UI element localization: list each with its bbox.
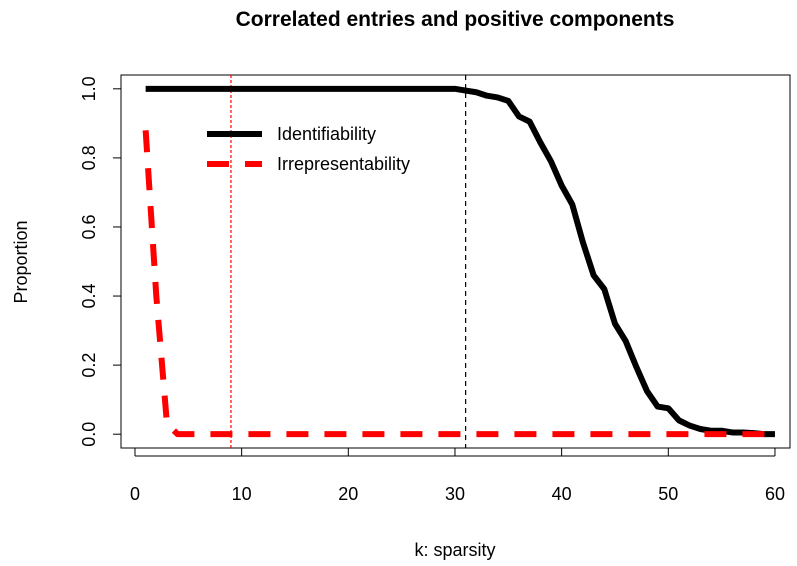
x-tick-label: 60: [765, 484, 785, 504]
x-tick-label: 40: [552, 484, 572, 504]
series-line: [145, 85, 775, 438]
series-line: [142, 130, 775, 438]
x-tick-label: 10: [232, 484, 252, 504]
y-tick-label: 0.8: [79, 145, 99, 170]
y-tick-label: 0.4: [79, 284, 99, 309]
y-tick-label: 0.2: [79, 353, 99, 378]
y-tick-label: 0.0: [79, 422, 99, 447]
y-tick-label: 1.0: [79, 76, 99, 101]
y-tick-label: 0.6: [79, 214, 99, 239]
x-axis-label: k: sparsity: [414, 540, 495, 560]
legend-label: Irrepresentability: [277, 154, 410, 174]
x-tick-label: 20: [338, 484, 358, 504]
legend-label: Identifiability: [277, 124, 376, 144]
x-tick-label: 50: [658, 484, 678, 504]
y-axis-label: Proportion: [11, 220, 31, 303]
x-tick-label: 30: [445, 484, 465, 504]
chart-title: Correlated entries and positive componen…: [236, 8, 675, 31]
x-tick-label: 0: [130, 484, 140, 504]
plot-frame: [120, 74, 791, 449]
